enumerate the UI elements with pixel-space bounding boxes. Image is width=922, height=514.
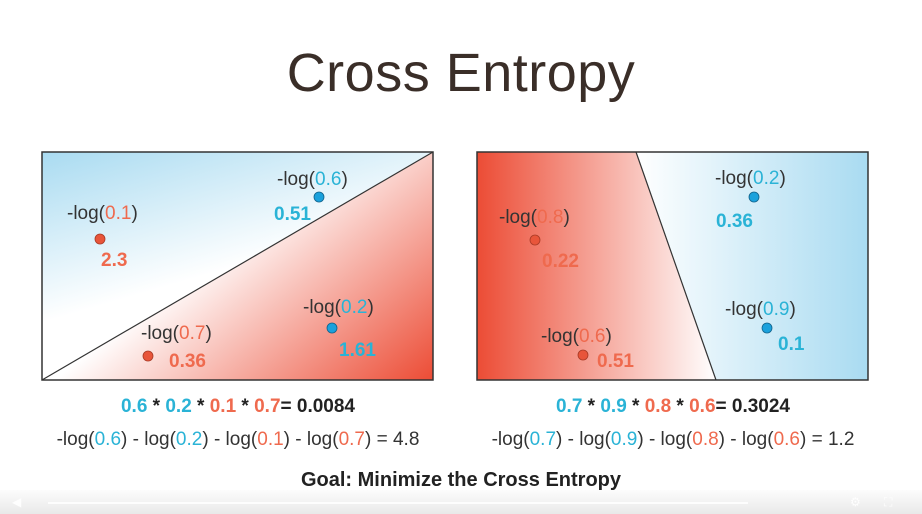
blue-point	[313, 191, 325, 203]
svg-text:-log(0.6): -log(0.6)	[541, 326, 612, 347]
left-diagram: -log(0.1) 2.3 -log(0.6) 0.51 -log(0.7) 0…	[41, 151, 434, 381]
slide-title: Cross Entropy	[286, 43, 636, 103]
svg-text:0.22: 0.22	[542, 251, 579, 272]
left-point-4: -log(0.2) 1.61	[303, 297, 376, 361]
blue-point	[748, 191, 760, 203]
svg-text:-log(0.1): -log(0.1)	[67, 203, 138, 224]
right-point-3: -log(0.6) 0.51	[541, 326, 634, 372]
svg-text:-log(0.2): -log(0.2)	[715, 168, 786, 189]
right-boundary-line	[635, 151, 717, 381]
right-blue-region	[636, 152, 868, 380]
svg-text:-log(0.2): -log(0.2)	[303, 297, 374, 318]
svg-text:1.61: 1.61	[339, 340, 376, 361]
video-player-bar[interactable]: ◀ ⚙ ⛶	[0, 490, 922, 514]
svg-text:-log(0.6): -log(0.6)	[277, 169, 348, 190]
left-point-3: -log(0.7) 0.36	[141, 323, 212, 372]
volume-icon[interactable]: ◀	[12, 495, 22, 509]
left-boundary-line	[41, 151, 434, 381]
red-point	[529, 234, 541, 246]
goal-caption: Goal: Minimize the Cross Entropy	[300, 469, 622, 491]
svg-text:0.1: 0.1	[778, 334, 805, 355]
red-point	[94, 233, 106, 245]
right-point-4: -log(0.9) 0.1	[725, 299, 805, 355]
left-frame	[41, 151, 434, 381]
right-point-2: -log(0.2) 0.36	[715, 168, 786, 232]
blue-point	[761, 322, 773, 334]
right-point-1: -log(0.8) 0.22	[499, 207, 579, 272]
left-point-2: -log(0.6) 0.51	[274, 169, 348, 225]
left-log-sum-equation: -log(0.6) - log(0.2) - log(0.1) - log(0.…	[56, 429, 420, 450]
svg-text:0.36: 0.36	[716, 211, 753, 232]
blue-point	[326, 322, 338, 334]
right-red-region	[477, 152, 716, 380]
red-point	[577, 349, 589, 361]
svg-text:0.51: 0.51	[274, 204, 311, 225]
svg-text:0.51: 0.51	[597, 351, 634, 372]
left-point-1: -log(0.1) 2.3	[67, 203, 138, 271]
right-log-sum-equation: -log(0.7) - log(0.9) - log(0.8) - log(0.…	[491, 429, 855, 450]
right-frame	[476, 151, 869, 381]
svg-text:-log(0.7): -log(0.7)	[141, 323, 212, 344]
fullscreen-icon[interactable]: ⛶	[884, 495, 893, 509]
svg-text:-log(0.8): -log(0.8)	[499, 207, 570, 228]
settings-icon[interactable]: ⚙	[850, 495, 861, 509]
svg-text:0.36: 0.36	[169, 351, 206, 372]
seek-bar[interactable]	[48, 502, 748, 504]
left-product-equation: 0.6 * 0.2 * 0.1 * 0.7= 0.0084	[120, 396, 356, 417]
right-product-equation: 0.7 * 0.9 * 0.8 * 0.6= 0.3024	[555, 396, 791, 417]
svg-text:-log(0.9): -log(0.9)	[725, 299, 796, 320]
red-point	[142, 350, 154, 362]
svg-text:2.3: 2.3	[101, 250, 127, 271]
right-diagram: -log(0.8) 0.22 -log(0.2) 0.36 -log(0.6) …	[476, 151, 869, 381]
